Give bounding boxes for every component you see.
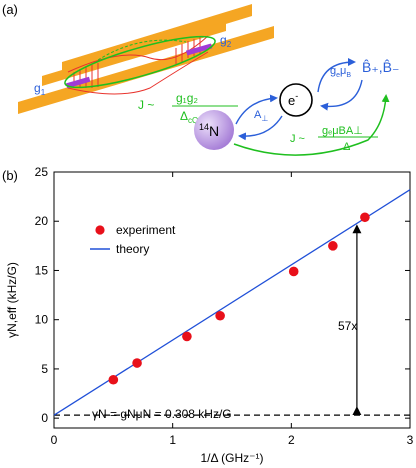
baseline-label: γN = gNμN = 0.308 kHz/G — [92, 407, 232, 421]
y-tick-label: 20 — [35, 214, 49, 228]
nucleus-electron-arrow-lower — [238, 115, 283, 141]
magnet-right — [185, 43, 213, 56]
panel-b-label: (b) — [2, 168, 18, 183]
g2-label: g2 — [220, 33, 232, 49]
ge-mub-label: geμB — [330, 65, 351, 79]
y-tick-label: 5 — [41, 362, 48, 376]
legend-theory-label: theory — [116, 242, 149, 256]
experiment-point — [288, 266, 299, 277]
legend-experiment-marker — [95, 225, 105, 235]
coupling-n-formula: J ~ gₑμBA⊥ Δ — [290, 125, 378, 153]
y-tick-label: 0 — [41, 411, 48, 425]
plot-frame — [53, 171, 411, 429]
legend: experiment theory — [90, 223, 176, 256]
panel-a: (a) g1 g2 — [2, 2, 399, 156]
nucleus-electron-arrow-upper — [235, 94, 278, 125]
photon-arrow-dashed — [97, 39, 187, 61]
factor-label: 57x — [338, 319, 357, 333]
resonator-strip-center — [42, 21, 226, 86]
x-tick-label: 2 — [288, 433, 295, 447]
experiment-point — [215, 310, 225, 321]
y-tick-label: 15 — [35, 263, 49, 277]
electron-b-arrow-upper — [317, 58, 356, 93]
b-operators-label: B̂₊,B̂₋ — [362, 59, 399, 75]
panel-a-label: (a) — [2, 2, 18, 17]
field-envelope-lower — [67, 51, 209, 95]
x-axis-label: 1/Δ (GHz⁻¹) — [200, 451, 263, 465]
y-tick-label: 10 — [35, 313, 49, 327]
experiment-point — [360, 212, 370, 223]
y-tick-label: 25 — [35, 165, 49, 179]
experiment-point — [182, 331, 192, 342]
nucleus-b-arrow — [233, 94, 390, 156]
experiment-point — [328, 241, 338, 251]
nucleus-label: 14N — [199, 122, 219, 139]
y-axis-label: γN,eff (kHz/G) — [5, 262, 19, 338]
electron-label: e- — [288, 91, 298, 108]
coupling-n-numerator: gₑμBA⊥ — [322, 125, 363, 137]
a-perp-label: A⊥ — [254, 109, 268, 123]
x-tick-label: 3 — [407, 433, 414, 447]
electron-b-arrow-lower — [320, 79, 363, 111]
photon-loop — [64, 35, 216, 89]
coupling-cqed-numerator: g₁g₂ — [176, 91, 198, 105]
coupling-cqed-lhs: J ~ — [138, 98, 154, 112]
g1-label: g1 — [34, 81, 46, 97]
experiment-point — [108, 374, 119, 385]
coupling-n-denominator: Δ — [343, 141, 351, 153]
axes: 0 1 2 3 0 5 10 15 20 25 — [35, 165, 414, 447]
legend-experiment-label: experiment — [116, 223, 176, 237]
x-tick-label: 1 — [169, 433, 176, 447]
panel-b: (b) 0 1 2 3 0 5 10 15 20 25 experiment theory 57x… — [2, 165, 414, 465]
nucleus — [194, 110, 234, 150]
x-tick-label: 0 — [51, 433, 58, 447]
coupling-n-lhs: J ~ — [290, 133, 305, 145]
magnet-left — [65, 76, 91, 89]
experiment-point — [132, 358, 142, 368]
electron — [279, 83, 313, 117]
experiment-points — [108, 212, 370, 385]
